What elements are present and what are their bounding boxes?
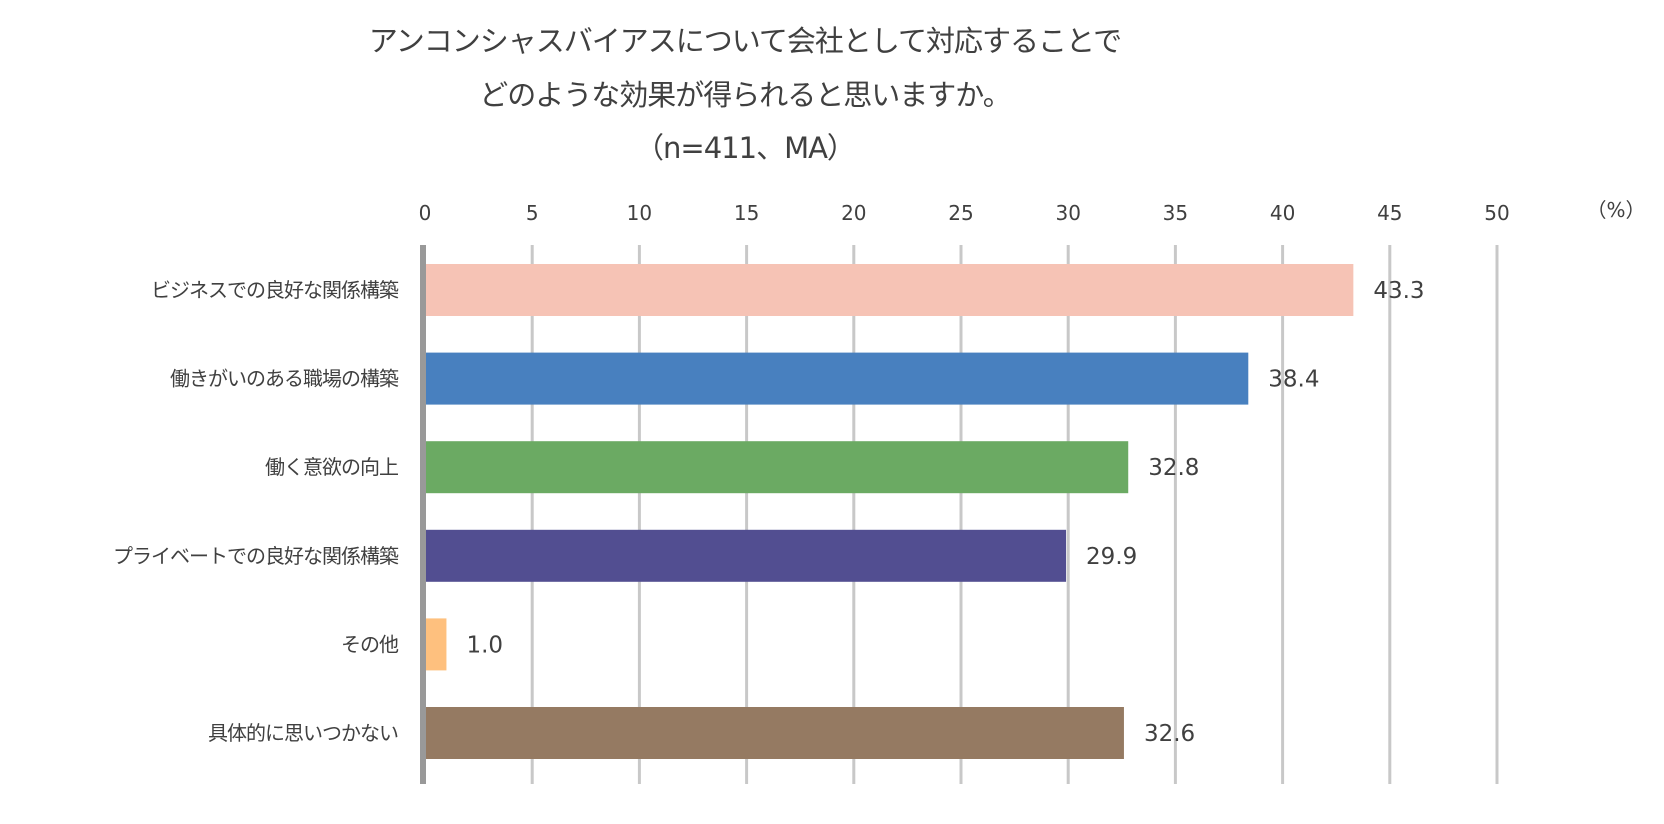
unit-label: （%） — [1586, 198, 1645, 222]
x-tick-label: 50 — [1484, 201, 1509, 225]
data-label: 29.9 — [1086, 544, 1137, 570]
bar — [425, 618, 447, 671]
x-tick-label: 40 — [1270, 201, 1295, 225]
category-label: プライベートでの良好な関係構築 — [113, 544, 399, 568]
chart-title-line-1: アンコンシャスバイアスについて会社として対応することで — [368, 24, 1122, 58]
bar — [425, 529, 1067, 582]
data-label: 1.0 — [466, 632, 503, 658]
x-tick-label: 5 — [526, 201, 539, 225]
bar — [425, 707, 1124, 759]
x-tick-label: 10 — [627, 201, 652, 225]
x-tick-label: 25 — [948, 201, 973, 225]
data-label: 43.3 — [1373, 278, 1424, 304]
x-tick-label: 45 — [1377, 201, 1402, 225]
bar — [425, 352, 1249, 405]
category-label: 具体的に思いつかない — [208, 721, 398, 745]
category-label: 働きがいのある職場の構築 — [170, 367, 399, 391]
chart-title-line-3: （n=411、MA） — [635, 131, 856, 165]
x-tick-label: 20 — [841, 201, 866, 225]
bar — [425, 441, 1129, 494]
data-label: 38.4 — [1268, 367, 1319, 393]
x-tick-label: 15 — [734, 201, 759, 225]
data-label: 32.8 — [1148, 455, 1199, 481]
chart-title-line-2: どのような効果が得られると思いますか。 — [479, 78, 1011, 112]
category-label: その他 — [341, 632, 399, 656]
data-label: 32.6 — [1144, 721, 1195, 747]
category-label: 働く意欲の向上 — [265, 455, 398, 479]
x-tick-label: 35 — [1163, 201, 1188, 225]
x-tick-label: 30 — [1055, 201, 1080, 225]
category-label: ビジネスでの良好な関係構築 — [151, 278, 399, 302]
x-tick-label: 0 — [419, 201, 432, 225]
bar — [425, 264, 1354, 316]
